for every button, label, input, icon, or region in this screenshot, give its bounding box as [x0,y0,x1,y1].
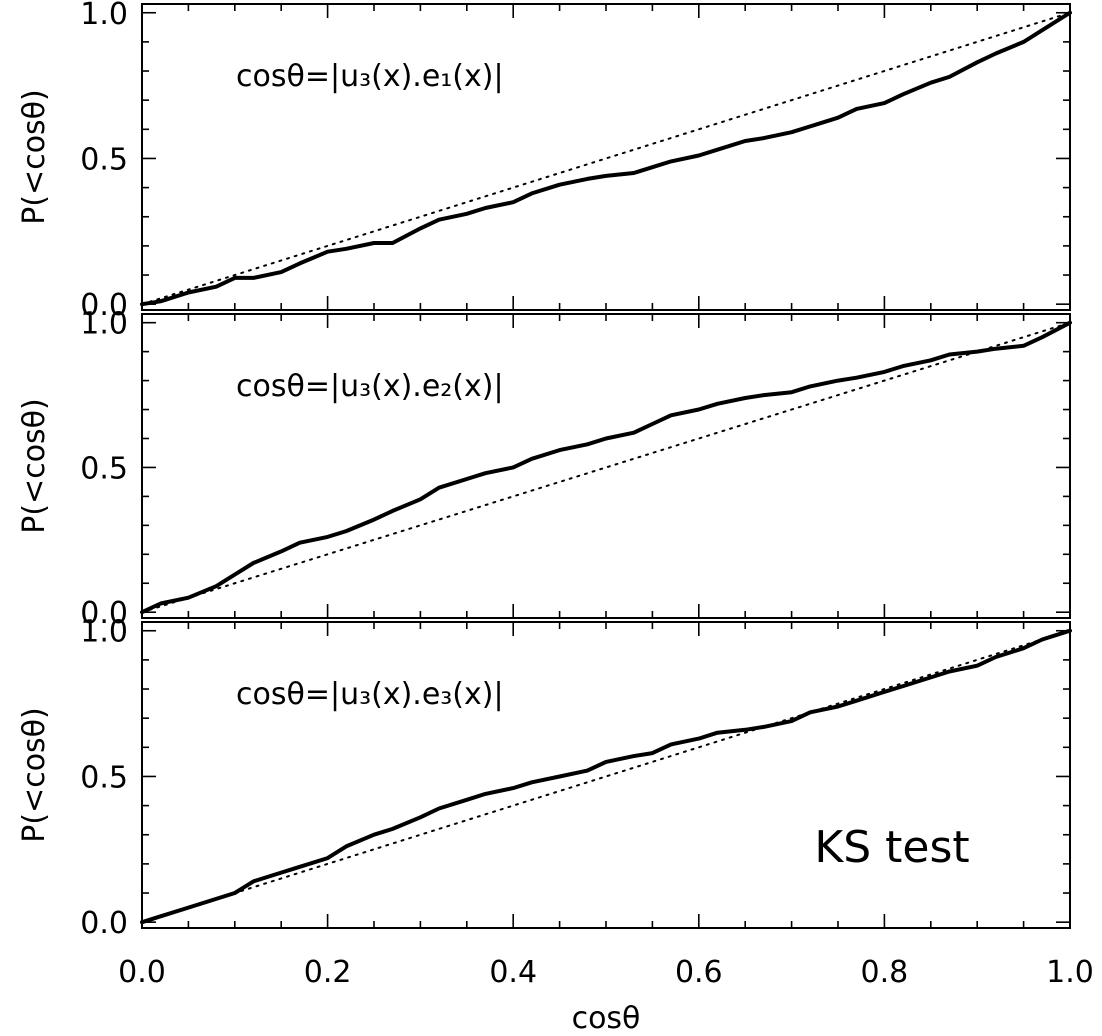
cdf-line-middle [140,320,1072,615]
x-tick-label: 0.6 [675,955,723,990]
reference-line-middle [141,321,1071,614]
panel-bottom: 0.0 0.5 1.0 P(<cosθ) cosθ=|u₃(x).e₃(x)| [17,615,1072,941]
y-tick-label: 0.0 [80,288,128,323]
reference-line-top [141,11,1071,306]
plot-frame-bottom [141,621,1071,929]
y-tick-label: 0.0 [80,906,128,941]
y-tick-label: 1.0 [80,615,128,650]
y-tick-label: 0.0 [80,596,128,631]
panel-annotation: cosθ=|u₃(x).e₃(x)| [236,677,504,712]
x-tick-label: 0.2 [304,955,352,990]
cdf-line-top [140,10,1072,307]
ks-test-annotation: KS test [814,822,969,873]
panel-top: 0.0 0.5 1.0 P(<cosθ) cosθ=|u₃(x).e₁(x)| [17,0,1072,323]
panel-annotation: cosθ=|u₃(x).e₁(x)| [236,59,504,94]
x-tick-label: 0.8 [861,955,909,990]
y-axis-label: P(<cosθ) [17,398,52,533]
y-axis-label: P(<cosθ) [17,89,52,224]
panel-middle: 0.0 0.5 1.0 P(<cosθ) cosθ=|u₃(x).e₂(x)| [17,307,1072,631]
plot-frame-top [141,3,1071,311]
x-tick-label: 0.0 [118,955,166,990]
y-axis-label: P(<cosθ) [17,707,52,842]
x-tick-label: 1.0 [1046,955,1094,990]
x-axis-label: cosθ [572,1001,641,1036]
y-tick-label: 0.5 [80,760,128,795]
y-tick-label: 1.0 [80,0,128,32]
x-tick-labels: 0.0 0.2 0.4 0.6 0.8 1.0 [118,955,1094,990]
y-tick-label: 0.5 [80,142,128,177]
cdf-line-bottom [140,628,1072,925]
reference-line-bottom [141,629,1071,924]
y-tick-label: 1.0 [80,307,128,342]
y-tick-label: 0.5 [80,451,128,486]
x-tick-label: 0.4 [489,955,537,990]
panel-annotation: cosθ=|u₃(x).e₂(x)| [236,369,504,404]
